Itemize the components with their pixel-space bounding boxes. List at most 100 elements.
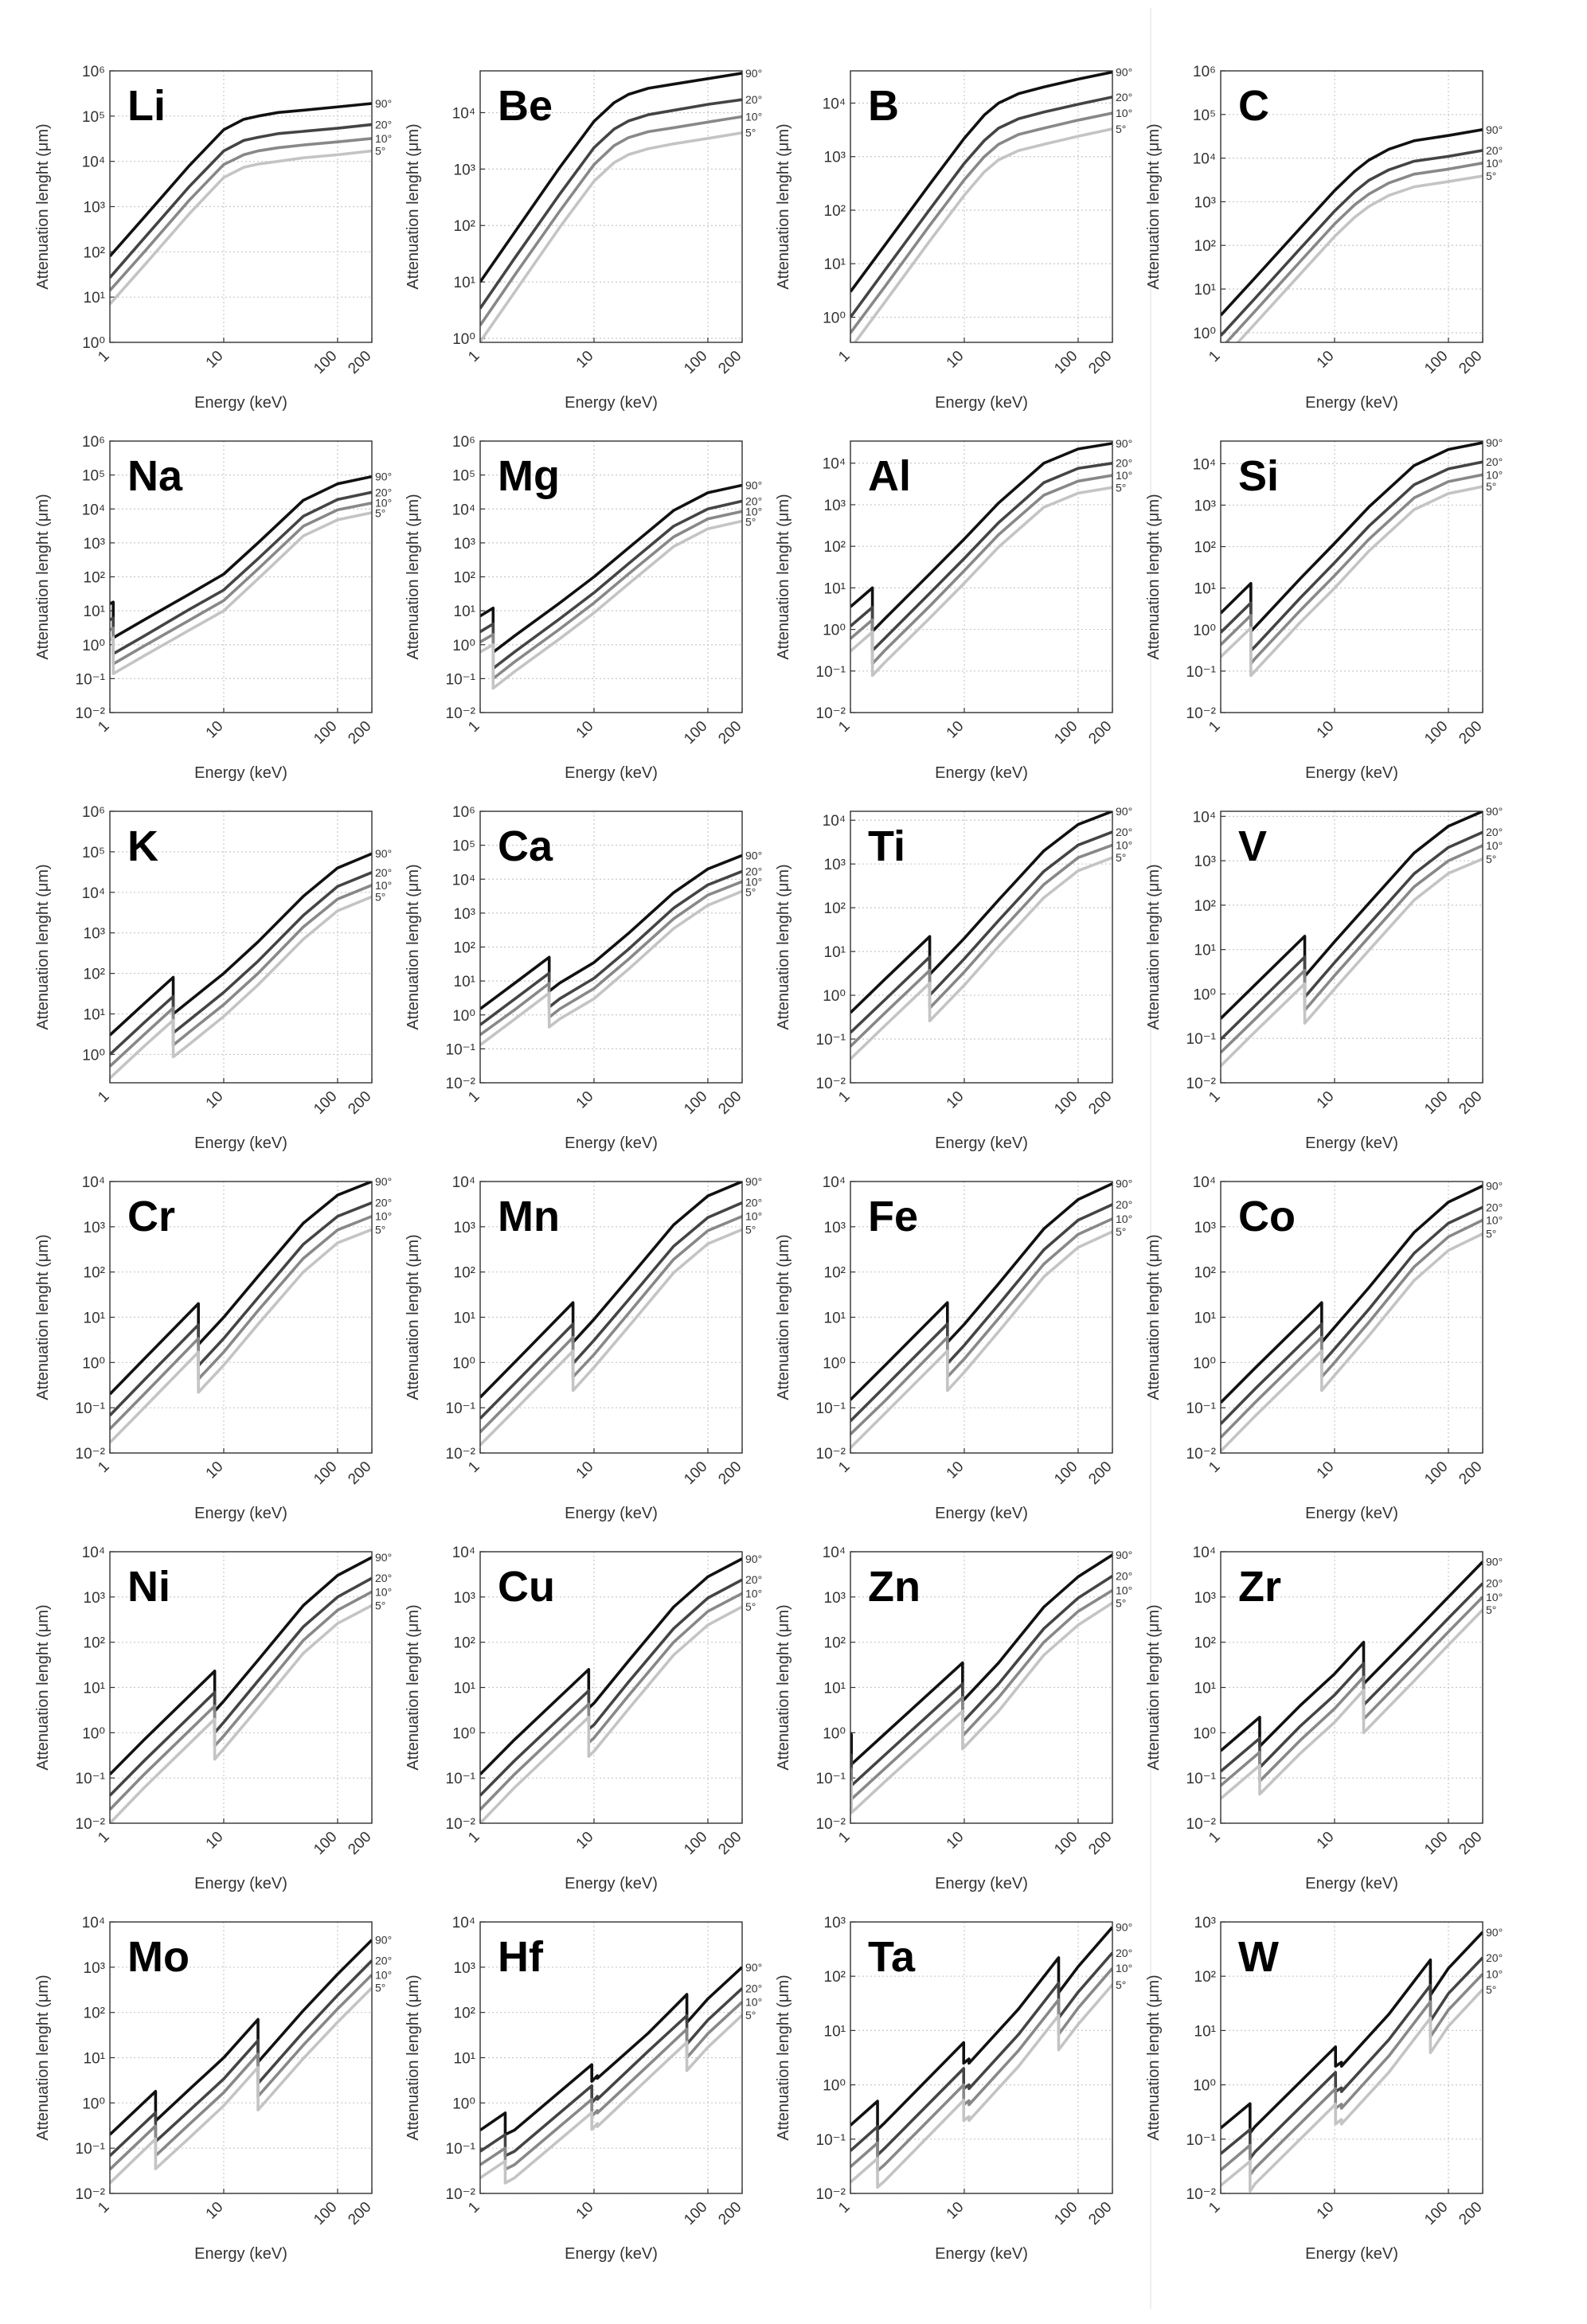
y-tick-label: 10²	[454, 218, 475, 235]
series-label: 90°	[745, 67, 762, 80]
y-tick-label: 10³	[824, 1220, 846, 1236]
y-tick-label: 10⁰	[823, 623, 846, 639]
series-label: 10°	[1486, 468, 1503, 481]
series-label: 90°	[745, 1961, 762, 1974]
series-label: 10°	[745, 1587, 762, 1599]
y-tick-label: 10²	[824, 900, 846, 917]
x-tick-label: 200	[1456, 2199, 1485, 2228]
series-label: 20°	[1486, 144, 1503, 157]
panel-title: Ti	[868, 822, 905, 870]
y-tick-label: 10³	[84, 536, 105, 553]
y-tick-label: 10⁻¹	[446, 1400, 476, 1417]
x-tick-label: 10	[203, 1829, 227, 1853]
y-axis-label: Attenuation lenght (μm)	[1145, 1604, 1163, 1770]
y-tick-label: 10⁻¹	[1186, 1400, 1217, 1417]
y-tick-label: 10⁻²	[816, 705, 846, 722]
y-tick-label: 10⁻²	[1186, 705, 1217, 722]
series-line	[480, 2013, 742, 2185]
y-tick-label: 10⁵	[452, 838, 475, 855]
series-line	[850, 856, 1112, 1060]
series-line	[1221, 149, 1483, 337]
y-tick-label: 10⁰	[1193, 986, 1216, 1003]
y-axis-label: Attenuation lenght (μm)	[1145, 1974, 1163, 2140]
x-tick-label: 10	[944, 1829, 967, 1853]
x-tick-label: 100	[311, 1829, 340, 1858]
y-tick-label: 10⁻¹	[1186, 2132, 1217, 2149]
y-tick-label: 10⁻¹	[816, 1771, 846, 1787]
x-tick-label: 100	[311, 2199, 340, 2228]
series-label: 90°	[1486, 1556, 1503, 1568]
series-line	[110, 1576, 372, 1797]
y-axis-label: Attenuation lenght (μm)	[775, 494, 792, 659]
x-tick-label: 100	[311, 1088, 340, 1118]
y-tick-label: 10⁻¹	[76, 1771, 106, 1787]
series-label: 90°	[1116, 437, 1132, 450]
series-line	[110, 137, 372, 292]
y-tick-label: 10¹	[824, 944, 846, 961]
series-label: 5°	[375, 507, 385, 520]
y-tick-label: 10³	[454, 1960, 475, 1977]
x-tick-label: 100	[1051, 1088, 1081, 1118]
series-label: 20°	[375, 1197, 392, 1209]
x-tick-label: 200	[1085, 718, 1115, 748]
series-line	[480, 1592, 742, 1811]
series-label: 10°	[1116, 107, 1132, 119]
y-tick-label: 10¹	[1194, 282, 1216, 299]
series-label: 20°	[375, 866, 392, 879]
series-line	[1221, 1560, 1483, 1752]
y-tick-label: 10³	[1194, 194, 1216, 211]
y-tick-label: 10⁻²	[1186, 1076, 1217, 1092]
series-label: 10°	[1116, 1584, 1132, 1597]
x-tick-label: 200	[1456, 1459, 1485, 1488]
series-label: 5°	[1116, 123, 1126, 135]
series-label: 10°	[375, 132, 392, 145]
y-tick-label: 10¹	[824, 2023, 846, 2040]
plot-area	[1221, 811, 1483, 1083]
axes-box	[850, 1551, 1113, 1824]
series-line	[480, 1201, 742, 1420]
y-tick-label: 10¹	[84, 1007, 105, 1024]
y-tick-label: 10⁻¹	[76, 671, 106, 688]
y-tick-label: 10⁴	[1193, 456, 1216, 473]
x-tick-label: 100	[311, 1459, 340, 1488]
y-tick-label: 10³	[1194, 853, 1216, 870]
x-axis-label: Energy (keV)	[1305, 764, 1398, 782]
y-tick-label: 10⁴	[452, 105, 475, 122]
y-tick-label: 10⁰	[82, 335, 105, 352]
y-tick-label: 10³	[824, 150, 846, 166]
series-line	[1221, 128, 1483, 317]
y-tick-label: 10⁴	[1193, 1174, 1216, 1191]
series-label: 90°	[1116, 1921, 1132, 1934]
series-label: 20°	[1116, 1947, 1132, 1959]
x-tick-label: 10	[573, 1088, 597, 1112]
series-label: 5°	[1116, 851, 1126, 864]
x-axis-label: Energy (keV)	[194, 2245, 287, 2263]
x-tick-label: 200	[1456, 348, 1485, 377]
x-tick-label: 1	[95, 1088, 112, 1106]
y-tick-label: 10⁰	[82, 1725, 105, 1742]
x-tick-label: 10	[1314, 348, 1338, 372]
y-tick-label: 10²	[84, 1265, 105, 1282]
series-line	[850, 71, 1112, 293]
series-line	[110, 149, 372, 306]
panel-title: Ca	[498, 822, 553, 870]
series-line	[1221, 844, 1483, 1054]
series-line	[1221, 811, 1483, 1020]
y-tick-label: 10⁰	[1193, 1725, 1216, 1742]
series-label: 5°	[745, 885, 756, 898]
y-tick-label: 10¹	[1194, 1681, 1216, 1697]
y-tick-label: 10¹	[454, 2051, 475, 2068]
series-line	[850, 1203, 1112, 1423]
x-axis-label: Energy (keV)	[565, 1505, 658, 1522]
series-label: 20°	[1116, 457, 1132, 470]
y-tick-label: 10³	[824, 1915, 846, 1931]
y-tick-label: 10¹	[824, 1310, 846, 1327]
x-tick-label: 100	[681, 348, 710, 377]
series-line	[480, 1182, 742, 1399]
y-tick-label: 10⁻²	[446, 705, 476, 722]
series-label: 5°	[745, 127, 756, 139]
